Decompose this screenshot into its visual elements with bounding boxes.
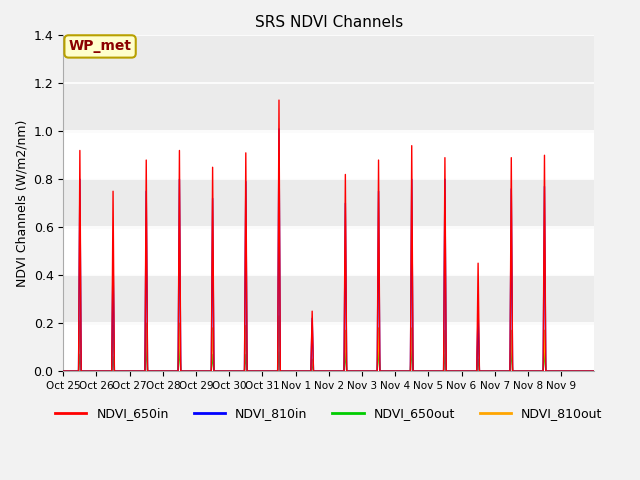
Bar: [63, 84, 595, 131]
Y-axis label: NDVI Channels (W/m2/nm): NDVI Channels (W/m2/nm): [15, 120, 28, 287]
Bar: [63, 179, 595, 227]
Title: SRS NDVI Channels: SRS NDVI Channels: [255, 15, 403, 30]
Text: WP_met: WP_met: [68, 39, 132, 53]
Bar: [63, 275, 595, 323]
Legend: NDVI_650in, NDVI_810in, NDVI_650out, NDVI_810out: NDVI_650in, NDVI_810in, NDVI_650out, NDV…: [50, 402, 607, 425]
Bar: [63, 36, 595, 96]
